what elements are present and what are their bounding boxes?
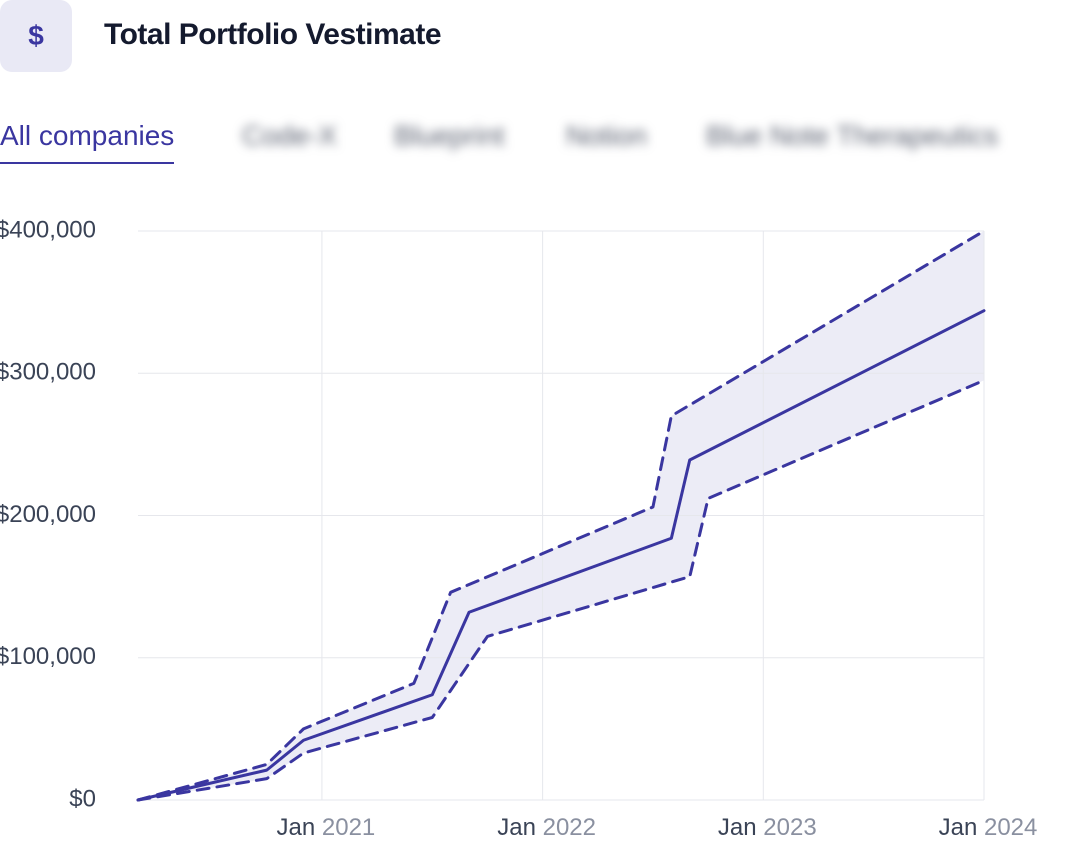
line-series — [136, 229, 986, 802]
x-tick-label: Jan 2023 — [718, 814, 817, 841]
y-tick-label: $300,000 — [0, 359, 96, 386]
y-tick-label: $0 — [69, 785, 96, 812]
y-tick-label: $400,000 — [0, 216, 96, 243]
tab[interactable]: Blueprint — [394, 120, 505, 151]
y-tick-label: $100,000 — [0, 643, 96, 670]
x-tick-label: Jan 2024 — [939, 814, 1038, 841]
icon: $ — [0, 0, 72, 72]
tab[interactable]: Blue Note Therapeutics — [706, 120, 999, 151]
tab[interactable]: Code-X — [242, 120, 337, 151]
x-tick-label: Jan 2021 — [277, 814, 376, 841]
line-series — [136, 378, 986, 802]
y-tick-label: $200,000 — [0, 501, 96, 528]
page-title: Total Portfolio Vestimate — [104, 18, 442, 51]
line-series — [136, 309, 986, 802]
x-tick-label: Jan 2022 — [497, 814, 596, 841]
tab[interactable]: All companies — [0, 120, 175, 164]
tab[interactable]: Notion — [566, 120, 647, 151]
